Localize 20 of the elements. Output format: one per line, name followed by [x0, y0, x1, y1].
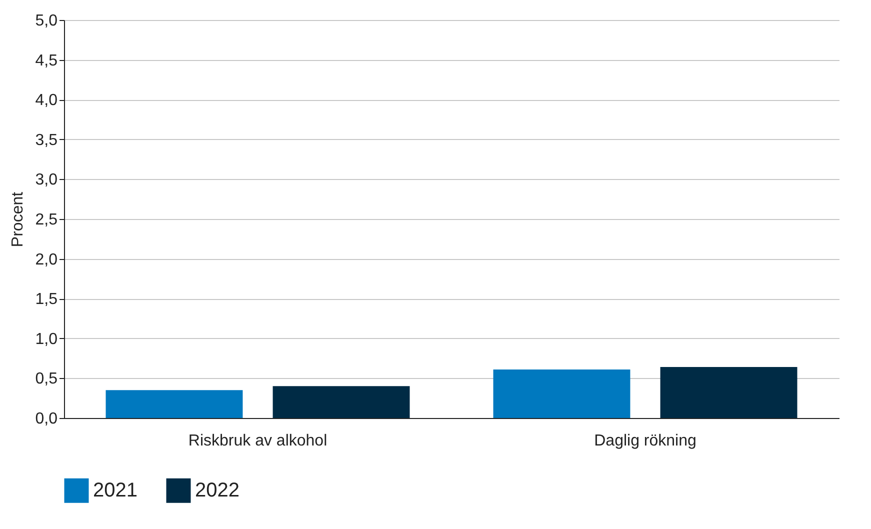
y-tick-label: 0,5 — [35, 370, 58, 388]
y-tick-label: 2,0 — [35, 251, 58, 268]
y-tick-label: 2,5 — [35, 212, 58, 228]
y-tick-label: 1,0 — [35, 330, 58, 348]
y-tick-label: 1,5 — [35, 291, 58, 308]
y-tick-label: 0,0 — [35, 410, 58, 428]
bar — [106, 390, 243, 418]
bar — [272, 386, 410, 418]
y-tick-label: 3,5 — [35, 132, 58, 149]
y-tick-label: 4,0 — [35, 92, 58, 110]
y-tick-label: 5,0 — [35, 12, 58, 30]
legend-label: 2022 — [195, 480, 240, 502]
bar — [660, 367, 798, 418]
y-tick-label: 3,0 — [35, 172, 58, 189]
y-tick-label: 4,5 — [35, 52, 58, 70]
x-tick-label: Daglig rökning — [594, 432, 696, 450]
x-tick-label: Riskbruk av alkohol — [188, 432, 328, 450]
y-axis-title: Procent — [9, 191, 26, 248]
bar — [493, 369, 630, 418]
legend-label: 2021 — [93, 480, 138, 502]
